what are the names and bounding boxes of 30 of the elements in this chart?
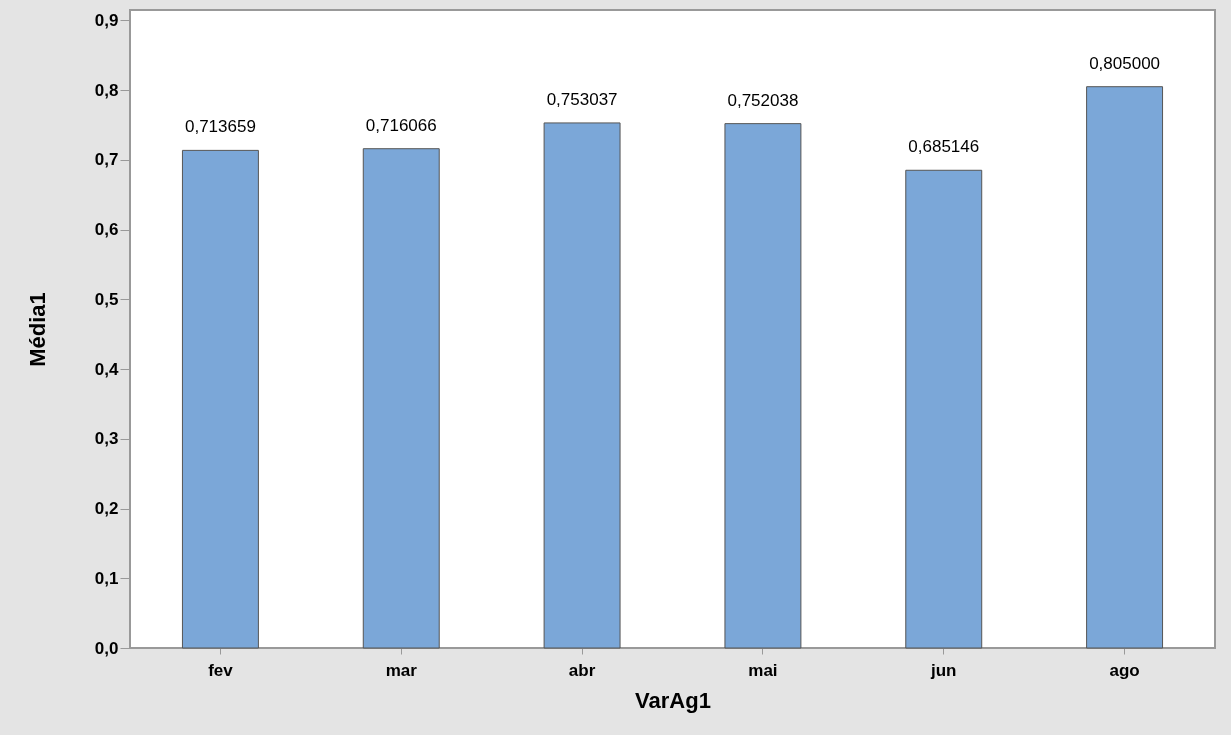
x-tick-label: mar — [385, 660, 418, 680]
y-tick-label: 0,6 — [94, 220, 119, 240]
y-tick-label: 0,5 — [94, 289, 119, 309]
bar — [724, 123, 802, 649]
bar — [181, 149, 259, 649]
y-tick-label: 0,3 — [94, 429, 119, 449]
y-tick-label: 0,8 — [94, 80, 119, 100]
x-tick-label: jun — [930, 660, 957, 680]
bar — [905, 169, 983, 649]
data-label: 0,753037 — [546, 89, 618, 109]
x-axis-title: VarAg1 — [635, 687, 711, 713]
y-tick-label: 0,1 — [94, 568, 119, 588]
y-tick-label: 0,0 — [94, 638, 119, 658]
x-tick-label: mai — [748, 660, 778, 680]
data-label: 0,716066 — [365, 115, 437, 135]
bar — [543, 122, 621, 649]
x-tick-label: abr — [568, 660, 596, 680]
bar — [362, 148, 440, 649]
y-axis-title: Média1 — [24, 292, 50, 367]
y-tick-label: 0,4 — [94, 359, 120, 379]
x-tick-label: ago — [1109, 660, 1140, 680]
data-label: 0,805000 — [1089, 53, 1161, 73]
y-tick-label: 0,9 — [94, 10, 119, 30]
data-label: 0,713659 — [184, 117, 256, 137]
y-tick-label: 0,7 — [94, 150, 119, 170]
x-tick-label: fev — [208, 660, 234, 680]
y-tick-label: 0,2 — [94, 499, 119, 519]
data-label: 0,685146 — [908, 137, 980, 157]
data-label: 0,752038 — [727, 90, 799, 110]
bar — [1086, 86, 1164, 649]
